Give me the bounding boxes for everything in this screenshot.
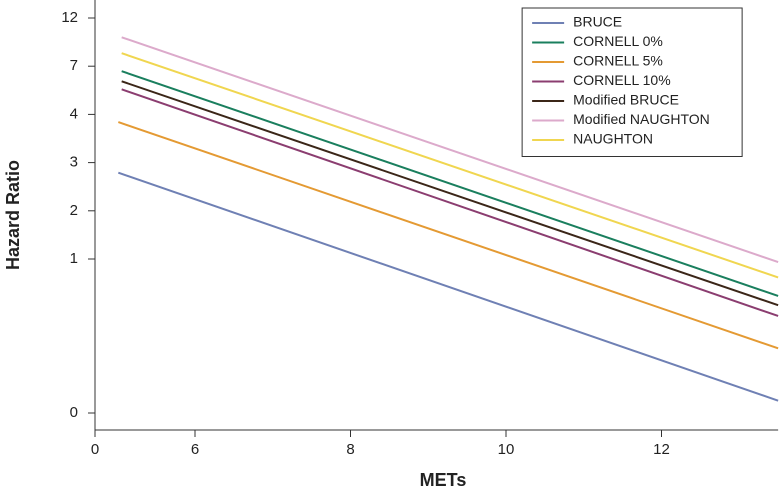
x-axis-title: METs [420, 470, 467, 490]
x-tick-label: 0 [91, 441, 99, 458]
y-tick-label: 1 [70, 250, 78, 267]
legend-label: BRUCE [573, 14, 622, 30]
x-tick-label: 10 [498, 441, 515, 458]
y-tick-label: 12 [61, 9, 78, 26]
legend-label: CORNELL 10% [573, 72, 671, 88]
legend-label: NAUGHTON [573, 131, 653, 147]
series-line [121, 70, 779, 297]
legend-label: Modified BRUCE [573, 92, 679, 108]
series-line [121, 52, 779, 279]
series-line [118, 121, 779, 350]
legend-label: CORNELL 0% [573, 33, 663, 49]
series-line [121, 88, 779, 317]
y-axis-title: Hazard Ratio [3, 160, 23, 270]
x-tick-label: 8 [346, 441, 354, 458]
series-line [121, 80, 779, 307]
x-tick-label: 12 [653, 441, 670, 458]
y-tick-label: 2 [70, 202, 78, 219]
series-line [121, 36, 779, 264]
legend-label: CORNELL 5% [573, 53, 663, 69]
x-tick-label: 6 [191, 441, 199, 458]
y-tick-label: 7 [70, 57, 78, 74]
y-tick-label: 0 [70, 404, 78, 421]
legend-label: Modified NAUGHTON [573, 111, 710, 127]
series-line [118, 171, 779, 402]
y-tick-label: 3 [70, 154, 78, 171]
y-tick-label: 4 [70, 105, 78, 122]
